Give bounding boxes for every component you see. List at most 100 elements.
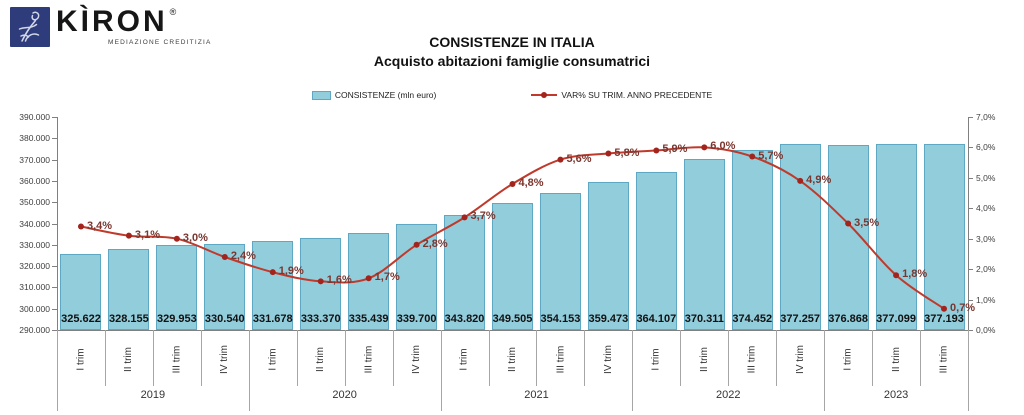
bar-value-label: 377.193 [924, 313, 964, 325]
bar-value-label: 364.107 [636, 313, 677, 325]
left-axis-tick-label: 330.000 [19, 239, 50, 250]
bar-value-label: 329.953 [156, 313, 197, 325]
quarter-label-cell: II trim [872, 334, 920, 384]
line-marker [653, 147, 660, 154]
line-value-label: 6,0% [710, 140, 736, 153]
quarter-separator [872, 330, 874, 386]
consistenze-bar [156, 244, 198, 330]
line-marker [797, 177, 804, 184]
left-axis-tick-label: 380.000 [19, 133, 50, 144]
bar-value-label: 370.311 [684, 313, 724, 325]
right-axis-tick-label: 7,0% [976, 112, 996, 122]
right-axis-tick [968, 238, 973, 240]
consistenze-bar [779, 144, 821, 330]
chart-title: CONSISTENZE IN ITALIA [429, 34, 595, 50]
line-marker [845, 220, 852, 227]
consistenze-bar [60, 254, 102, 330]
line-marker [605, 150, 612, 157]
year-label: 2019 [140, 389, 166, 401]
quarter-separator [152, 330, 154, 386]
consistenze-bar [875, 144, 917, 330]
bar-value-label: 325.622 [61, 313, 101, 325]
left-axis-tick-label: 370.000 [19, 154, 50, 165]
brand-tagline: MEDIAZIONE CREDITIZIA [108, 39, 212, 46]
kiron-logo-icon [10, 7, 50, 47]
quarter-separator [680, 330, 682, 386]
left-axis-tick-label: 320.000 [19, 261, 50, 272]
line-value-label: 2,4% [230, 249, 256, 262]
quarter-label-cell: IV trim [584, 334, 632, 384]
bar-value-label: 349.505 [492, 313, 533, 325]
quarter-label-cell: III trim [536, 334, 584, 384]
right-axis-tick [968, 299, 973, 301]
right-axis-tick [968, 208, 973, 210]
line-value-label: 1,7% [374, 271, 400, 284]
left-axis-tick-label: 350.000 [19, 197, 50, 208]
left-axis-tick-label: 360.000 [19, 175, 50, 186]
left-axis-tick-label: 310.000 [19, 282, 50, 293]
legend-item-line: VAR% SU TRIM. ANNO PRECEDENTE [531, 90, 712, 100]
year-label: 2023 [883, 389, 909, 401]
left-axis-tick [52, 159, 57, 161]
quarter-label: I trim [459, 347, 471, 371]
quarter-label-cell: IV trim [776, 334, 824, 384]
legend-line-swatch-icon [531, 91, 558, 99]
quarter-label-cell: II trim [680, 334, 728, 384]
quarter-label: III trim [746, 345, 758, 373]
left-axis-tick [52, 287, 57, 289]
right-axis-tick-label: 6,0% [976, 142, 996, 153]
quarter-label: III trim [171, 345, 183, 373]
consistenze-bar [635, 172, 677, 330]
quarter-label-cell: III trim [345, 334, 393, 384]
left-axis-tick [52, 330, 57, 331]
quarter-label: II trim [506, 346, 518, 372]
quarter-label: I trim [267, 347, 279, 371]
kiron-logo: KÌRON ® MEDIAZIONE CREDITIZIA [10, 7, 212, 47]
right-axis-line [968, 117, 969, 330]
bar-value-label: 328.155 [109, 313, 149, 325]
left-axis-tick-label: 300.000 [19, 303, 50, 314]
quarter-label-cell: III trim [920, 334, 968, 384]
quarter-label-cell: I trim [441, 334, 489, 384]
quarter-label: I trim [650, 347, 662, 371]
consistenze-bar [731, 150, 773, 330]
consistenze-bar [252, 241, 294, 330]
right-axis-tick-label: 4,0% [976, 203, 996, 214]
line-value-label: 3,7% [470, 210, 496, 223]
bar-value-label: 377.257 [780, 313, 821, 325]
consistenze-bar [492, 203, 533, 330]
line-value-label: 0,7% [950, 301, 976, 314]
quarter-label-cell: III trim [728, 334, 776, 384]
year-separator [632, 330, 634, 411]
line-value-label: 1,6% [326, 274, 352, 287]
right-axis-tick [968, 330, 973, 331]
person-sketch-icon [18, 11, 40, 42]
consistenze-bar [444, 215, 486, 330]
registered-mark: ® [169, 7, 177, 17]
quarter-separator [392, 330, 394, 386]
legend-bar-label: CONSISTENZE (mln euro) [334, 90, 437, 100]
consistenze-bar [539, 193, 581, 330]
line-marker [173, 235, 180, 242]
left-axis-tick [52, 117, 57, 118]
quarter-label-cell: II trim [489, 334, 537, 384]
quarter-separator [584, 330, 586, 386]
quarter-label: I trim [75, 347, 87, 371]
legend-item-bars: CONSISTENZE (mln euro) [311, 90, 437, 100]
left-axis-tick-label: 290.000 [19, 325, 50, 335]
bar-value-label: 359.473 [588, 313, 629, 325]
quarter-label: II trim [890, 346, 902, 372]
quarter-label-cell: I trim [632, 334, 680, 384]
quarter-separator [776, 330, 778, 386]
year-separator [968, 330, 969, 411]
quarter-label: IV trim [411, 344, 423, 374]
quarter-label: IV trim [794, 344, 806, 374]
line-value-label: 3,1% [134, 228, 160, 241]
left-axis-tick-label: 340.000 [19, 218, 50, 229]
bar-value-label: 376.868 [828, 313, 868, 325]
line-value-label: 4,9% [806, 173, 832, 186]
quarter-label: II trim [698, 346, 710, 372]
quarter-label: II trim [315, 346, 327, 372]
consistenze-bar [683, 158, 725, 330]
line-value-label: 1,9% [278, 265, 304, 278]
